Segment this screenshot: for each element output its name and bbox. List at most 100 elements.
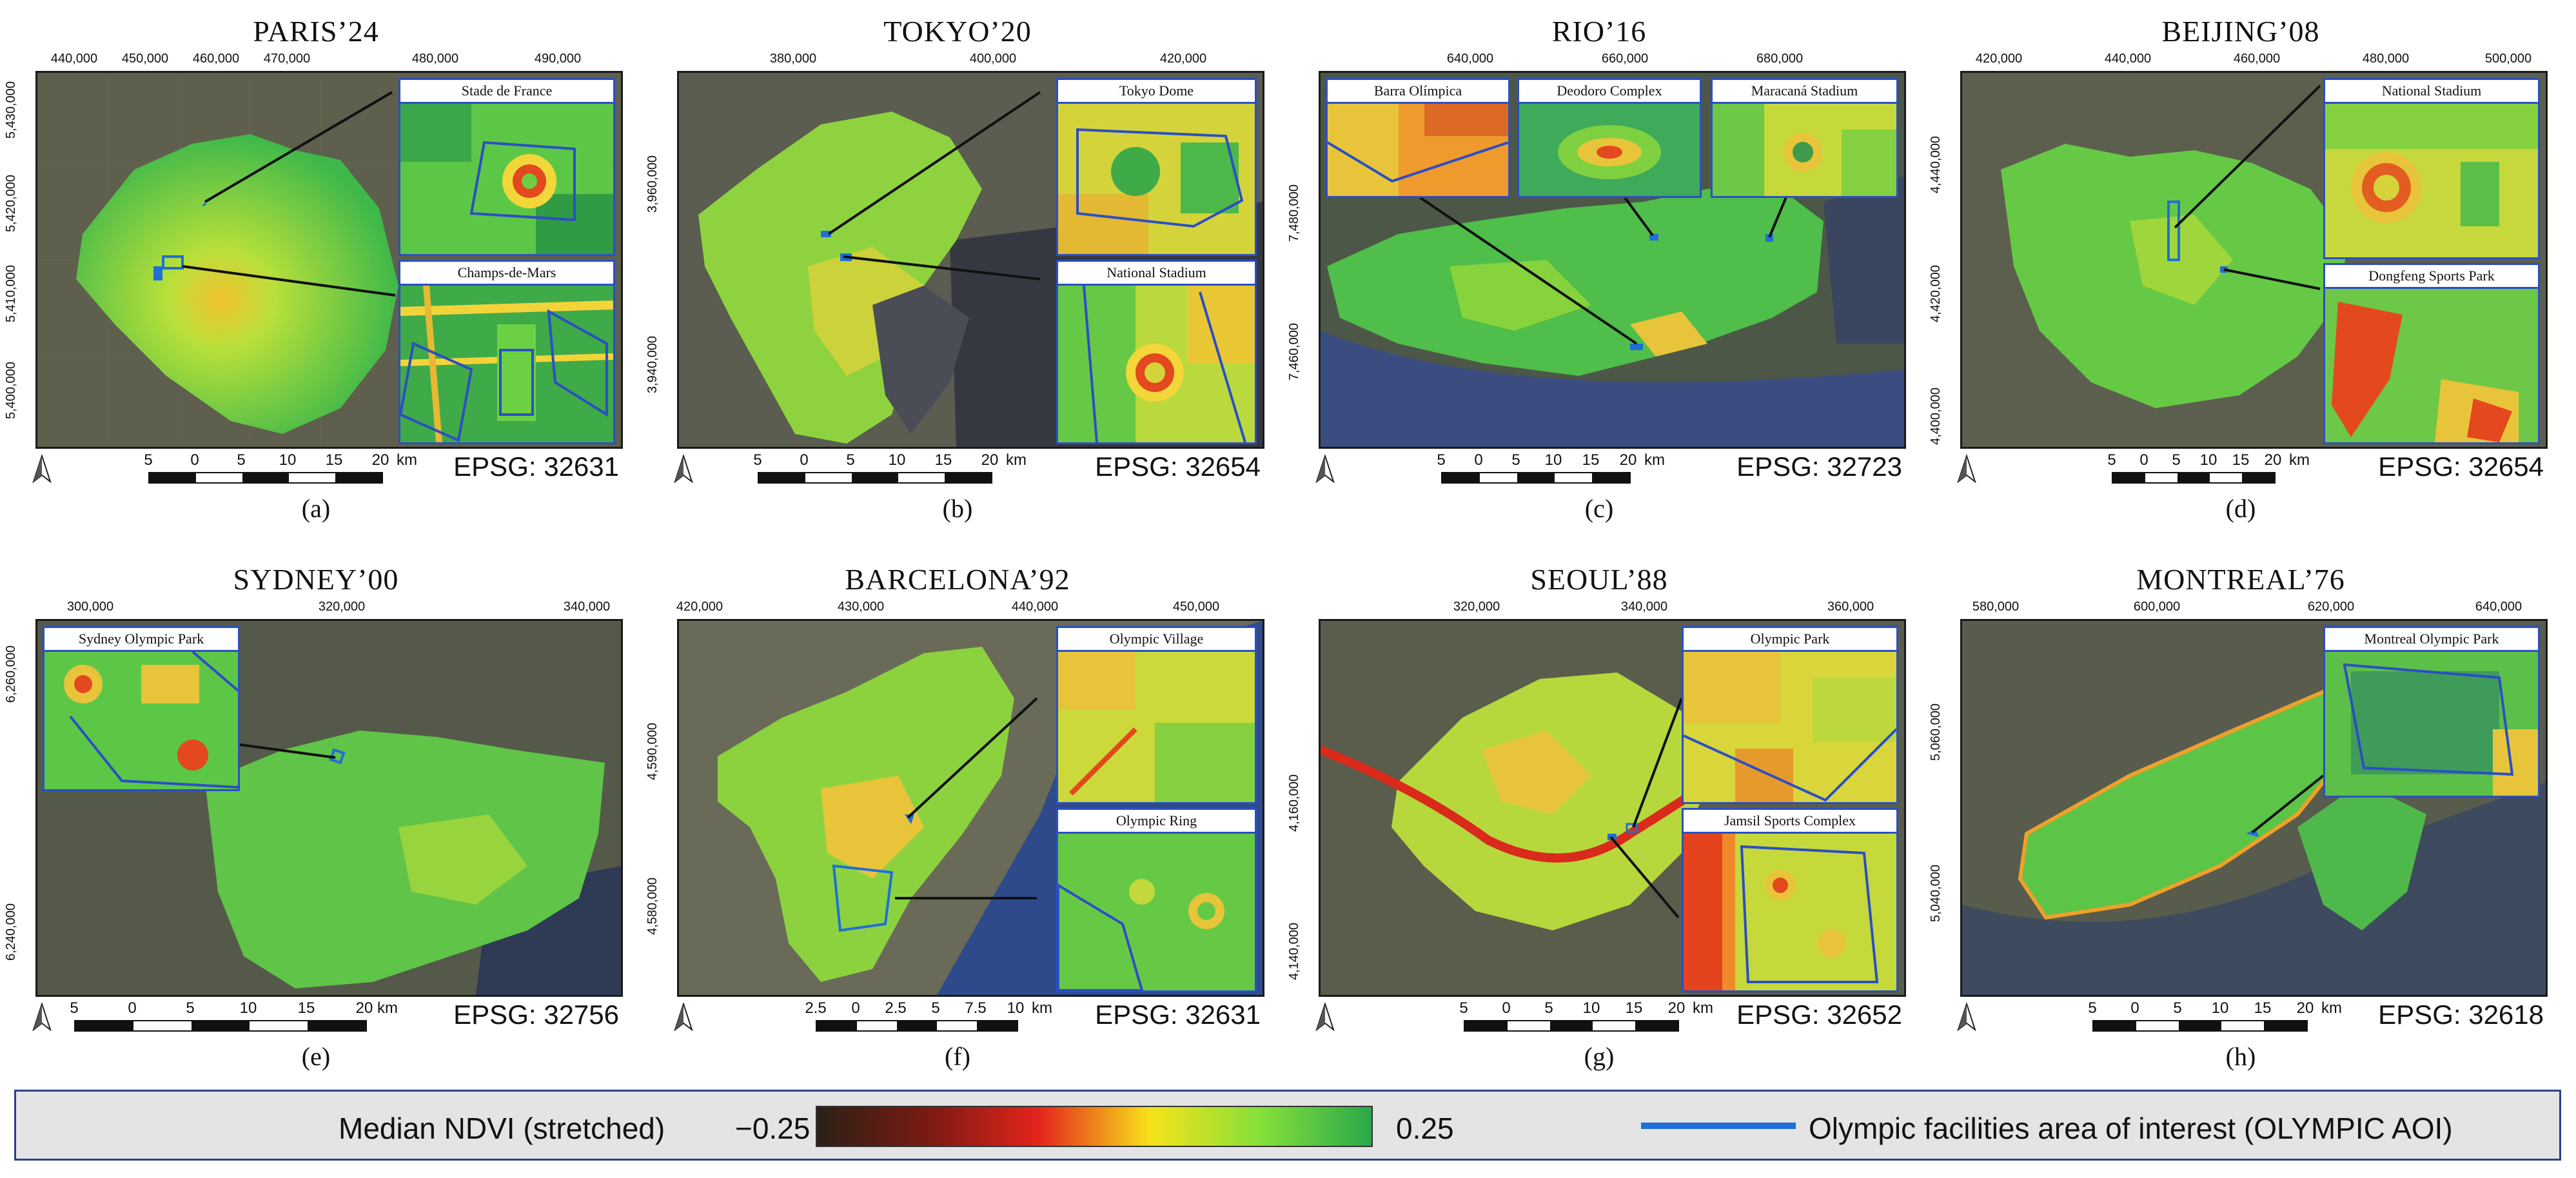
panel-title: BARCELONA’92 (845, 563, 1070, 596)
y-tick: 4,440,000 (1929, 136, 1943, 193)
epsg-label: EPSG: 32618 (2378, 999, 2544, 1030)
scale-bar: 5 0 5 10 15 20 km (1459, 999, 1773, 1038)
panel-title: SEOUL’88 (1530, 563, 1668, 596)
inset-label: Dongfeng Sports Park (2325, 265, 2538, 289)
scale-label: 10 (888, 451, 906, 469)
y-tick: 7,460,000 (1287, 323, 1301, 380)
x-tick: 680,000 (1756, 52, 1804, 66)
x-tick: 300,000 (66, 600, 114, 614)
x-tick: 440,000 (2104, 52, 2152, 66)
ndvi-legend-min: −0.25 (735, 1112, 811, 1145)
inset-map: Jamsil Sports Complex (1682, 808, 1898, 992)
north-arrow-icon (1315, 1003, 1335, 1031)
inset-map: Sydney Olympic Park (43, 626, 240, 791)
scale-label: 10 (279, 451, 297, 469)
inset-label: Olympic Park (1684, 628, 1896, 652)
y-tick: 3,960,000 (645, 155, 660, 213)
panel-title: BEIJING’08 (2161, 15, 2320, 48)
scale-unit: km (1644, 451, 1665, 469)
scale-label: 0 (2139, 451, 2148, 469)
aoi-legend-label: Olympic facilities area of interest (OLY… (1809, 1112, 2453, 1145)
legend: Median NDVI (stretched) −0.25 0.25 Olymp… (14, 1090, 2561, 1161)
x-tick: 620,000 (2307, 600, 2355, 614)
map-panel-beijing: BEIJING’08 420,000 440,000 460,000 480,0… (1929, 0, 2550, 523)
north-arrow-icon (1957, 1003, 1976, 1031)
panel-caption: (e) (301, 1042, 331, 1071)
scale-label: 20 (981, 451, 999, 469)
scale-label: 2.5 (885, 999, 907, 1017)
scale-label: 15 (325, 451, 343, 469)
scale-label: 5 (931, 999, 940, 1017)
x-tick: 440,000 (1011, 600, 1059, 614)
scale-unit: km (2289, 451, 2310, 469)
inset-map: Olympic Park (1682, 626, 1898, 804)
x-tick: 430,000 (837, 600, 885, 614)
y-tick: 4,590,000 (645, 723, 660, 780)
inset-label: Olympic Village (1058, 628, 1255, 652)
scale-unit: km (2321, 999, 2342, 1017)
inset-map: Champs-de-Mars (398, 260, 615, 444)
scale-label: 5 (2173, 999, 2182, 1017)
inset-label: Deodoro Complex (1519, 80, 1700, 104)
x-tick: 450,000 (1172, 600, 1220, 614)
y-tick: 5,420,000 (4, 175, 18, 232)
inset-map: Deodoro Complex (1517, 78, 1702, 198)
scale-label: 15 (1582, 451, 1600, 469)
map-frame: Tokyo Dome National Stadium (677, 71, 1264, 449)
inset-map: Stade de France (398, 78, 615, 256)
inset-map: Maracaná Stadium (1711, 78, 1898, 198)
scale-label: 5 (237, 451, 246, 469)
inset-label: Tokyo Dome (1058, 80, 1255, 104)
map-frame: Montreal Olympic Park (1960, 619, 2548, 997)
scale-unit: km (1032, 999, 1052, 1017)
y-tick: 3,940,000 (645, 336, 660, 393)
x-tick: 660,000 (1601, 52, 1649, 66)
panel-title: SYDNEY’00 (233, 563, 399, 596)
y-tick: 5,060,000 (1929, 703, 1943, 761)
scale-label: 10 (2199, 451, 2217, 469)
scale-label: 5 (2107, 451, 2116, 469)
inset-label: Jamsil Sports Complex (1684, 810, 1896, 834)
scale-bar: 5 0 5 10 15 20 km (70, 999, 398, 1038)
x-tick: 490,000 (534, 52, 582, 66)
map-panel-sydney: SYDNEY’00 300,000 320,000 340,000 6,260,… (4, 548, 625, 1071)
scale-label: 5 (846, 451, 855, 469)
panel-caption: (c) (1584, 494, 1614, 523)
x-tick: 380,000 (769, 52, 817, 66)
x-tick: 440,000 (50, 52, 98, 66)
inset-map: Olympic Village (1056, 626, 1257, 804)
x-tick: 500,000 (2484, 52, 2532, 66)
y-tick: 4,140,000 (1287, 923, 1301, 980)
scale-label: 0 (851, 999, 860, 1017)
scale-label: 5 (1437, 451, 1446, 469)
inset-label: Sydney Olympic Park (44, 628, 238, 652)
ndvi-color-ramp (816, 1106, 1373, 1147)
y-tick: 4,420,000 (1929, 265, 1943, 322)
panel-caption: (d) (2225, 494, 2256, 523)
inset-label: Stade de France (400, 80, 613, 104)
panel-caption: (a) (301, 494, 331, 523)
map-frame: Barra Olímpica Deodoro Complex Maracaná … (1319, 71, 1906, 449)
y-tick: 4,580,000 (645, 878, 660, 935)
x-tick: 460,000 (192, 52, 240, 66)
y-tick: 5,040,000 (1929, 865, 1943, 922)
map-panel-seoul: SEOUL’88 320,000 340,000 360,000 4,160,0… (1287, 548, 1909, 1071)
scale-label: 20 (1619, 451, 1637, 469)
inset-label: Barra Olímpica (1328, 80, 1508, 104)
epsg-label: EPSG: 32631 (453, 451, 619, 482)
x-tick: 320,000 (318, 600, 366, 614)
panel-title: RIO’16 (1551, 15, 1647, 48)
scale-bar: 5 0 5 10 15 20 km (2088, 999, 2402, 1038)
map-frame: National Stadium Dongfeng Sports Park (1960, 71, 2548, 449)
scale-label: 0 (1474, 451, 1483, 469)
scale-label: 20 (2264, 451, 2282, 469)
map-frame: Stade de France Champs-de-Mars (35, 71, 623, 449)
map-frame: Olympic Park Jamsil Sports Complex (1319, 619, 1906, 997)
north-arrow-icon (674, 455, 693, 483)
ndvi-legend-title: Median NDVI (stretched) (339, 1112, 665, 1145)
scale-label: 20 (1667, 999, 1686, 1017)
scale-label: 15 (934, 451, 952, 469)
scale-label: 0 (190, 451, 199, 469)
y-tick: 7,480,000 (1287, 184, 1301, 242)
aoi-legend-line (1641, 1123, 1796, 1129)
